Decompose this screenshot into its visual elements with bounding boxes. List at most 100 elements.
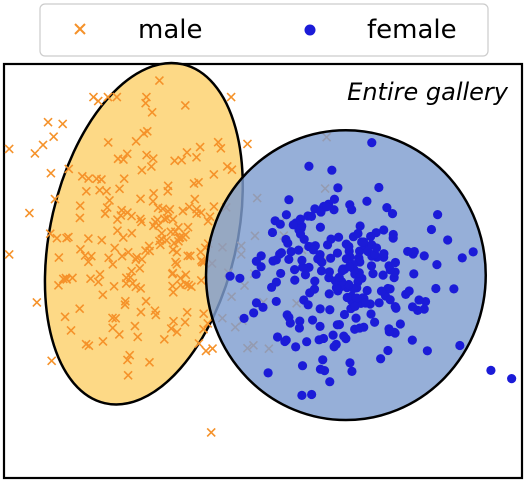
female-point [468,247,478,257]
male-point [155,240,165,250]
male-point [182,307,192,317]
female-point [256,262,266,272]
female-point [367,138,377,148]
male-point [75,201,85,211]
female-point [276,268,286,279]
male-point [130,321,140,331]
female-point [331,283,341,293]
female-point [268,256,278,266]
female-point [360,298,371,308]
male-point [75,304,85,314]
female-point [324,267,335,277]
male-point [173,222,183,232]
female-point [294,323,304,333]
female-point [283,238,293,248]
male-point [4,249,14,260]
female-point [332,248,343,258]
male-point [58,119,68,129]
male-point [166,324,176,334]
female-point [266,282,277,292]
female-point [334,320,344,330]
female-point [366,231,376,242]
male-point [168,316,179,326]
male-point [207,344,218,354]
male-point [60,312,70,322]
female-point [455,340,465,351]
male-point [242,139,253,149]
male-point [180,100,190,110]
male-point [168,245,178,255]
male-point [61,273,71,283]
male-point [141,296,151,306]
male-point [180,317,190,327]
female-point [263,368,273,378]
female-point [384,327,394,337]
male-point [131,136,141,146]
male-point [75,244,86,254]
female-point [327,165,337,175]
male-point [149,188,159,198]
male-point [170,227,180,237]
female-point [295,229,306,239]
male-point [186,282,196,292]
female-point [395,319,405,329]
female-point [304,262,314,272]
female-point [341,254,352,264]
male-point [135,194,146,204]
male-point [148,154,158,164]
male-point [209,169,219,180]
female-point [390,257,401,268]
female-point [409,269,419,279]
female-point [286,246,296,257]
male-point [146,161,156,172]
male-point [148,196,158,206]
male-point [205,212,215,222]
female-point [251,298,262,308]
male-point [172,327,182,337]
male-point [190,194,200,204]
female-point [289,265,300,275]
legend-marker-female [304,24,316,36]
female-point [374,182,384,193]
male-point [83,233,93,244]
male-point [137,165,147,175]
male-point [119,174,129,184]
female-point [307,389,317,400]
female-point [305,288,315,298]
female-point [355,221,365,231]
male-point [184,202,194,212]
male-point [96,174,107,185]
male-point [30,148,40,158]
female-point [403,246,413,257]
male-point [104,195,115,205]
female-point [409,246,419,257]
female-point [315,364,326,374]
male-point [38,140,48,150]
female-point [385,284,395,294]
male-point [157,228,167,238]
male-point [53,280,64,290]
male-point [120,296,130,306]
male-point [135,214,145,224]
male-point [81,186,91,196]
male-point [191,152,202,162]
male-point [46,168,56,178]
male-point [117,205,127,215]
female-point [376,354,386,364]
female-point [507,374,517,384]
male-point [83,257,93,267]
female-point [276,248,287,258]
legend: male female [39,3,489,57]
female-point [366,309,376,319]
female-point [370,317,380,327]
male-point [101,186,112,196]
male-point [122,208,133,218]
male-point [64,164,74,174]
female-point [390,302,400,312]
female-point [431,283,441,294]
female-point [355,323,365,333]
male-point [174,233,184,243]
female-point [457,253,467,263]
female-point [357,237,367,247]
female-point [318,333,329,344]
